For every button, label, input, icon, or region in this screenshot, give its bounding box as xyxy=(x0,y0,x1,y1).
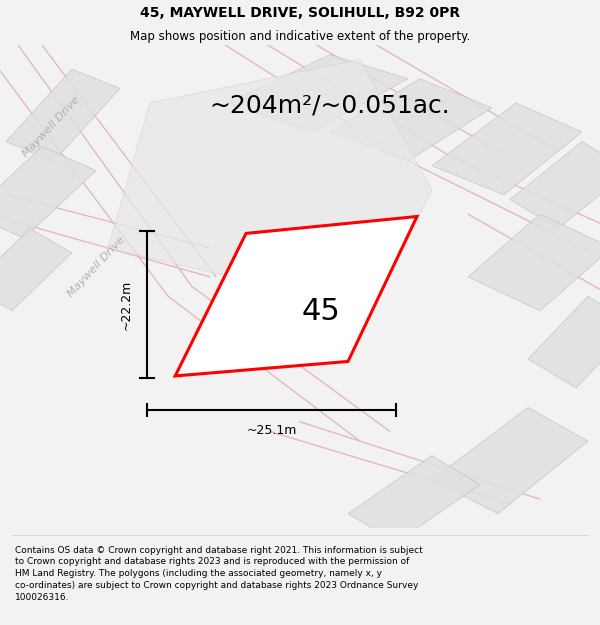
Polygon shape xyxy=(175,216,417,376)
Polygon shape xyxy=(6,69,120,161)
Text: ~204m²/~0.051ac.: ~204m²/~0.051ac. xyxy=(209,93,451,118)
Polygon shape xyxy=(0,229,72,311)
Text: 45, MAYWELL DRIVE, SOLIHULL, B92 0PR: 45, MAYWELL DRIVE, SOLIHULL, B92 0PR xyxy=(140,6,460,19)
Polygon shape xyxy=(528,296,600,388)
Text: Map shows position and indicative extent of the property.: Map shows position and indicative extent… xyxy=(130,31,470,43)
Polygon shape xyxy=(432,103,582,195)
Text: ~25.1m: ~25.1m xyxy=(247,424,296,436)
Text: ~22.2m: ~22.2m xyxy=(119,279,133,330)
Polygon shape xyxy=(330,79,492,161)
Polygon shape xyxy=(348,456,480,542)
Text: Maywell Drive: Maywell Drive xyxy=(65,235,127,299)
Polygon shape xyxy=(228,54,408,132)
Text: Maywell Drive: Maywell Drive xyxy=(20,95,82,159)
Polygon shape xyxy=(468,214,600,311)
Polygon shape xyxy=(108,59,432,311)
Text: 45: 45 xyxy=(301,297,340,326)
Polygon shape xyxy=(432,408,588,514)
Polygon shape xyxy=(0,146,96,238)
Text: Contains OS data © Crown copyright and database right 2021. This information is : Contains OS data © Crown copyright and d… xyxy=(15,546,423,602)
Polygon shape xyxy=(510,142,600,229)
